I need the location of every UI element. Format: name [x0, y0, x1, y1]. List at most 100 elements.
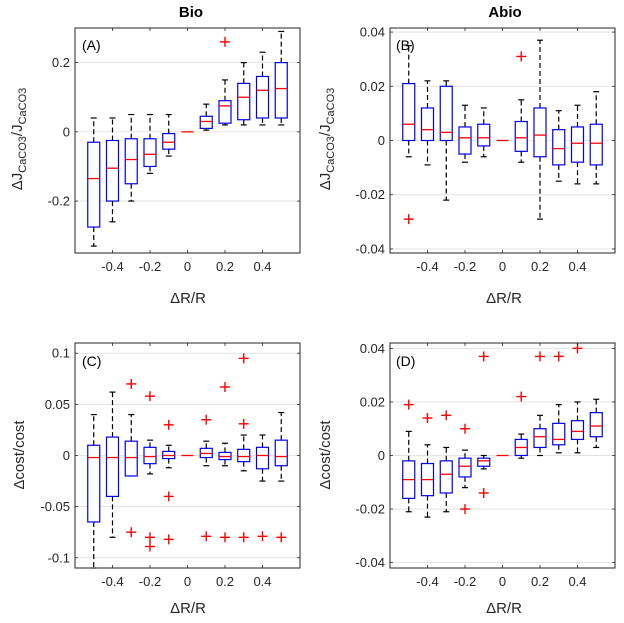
box-c [124, 413, 138, 477]
box-body-d [570, 420, 585, 441]
y-tick-label-b: 0.04 [360, 25, 385, 40]
box-d [589, 398, 603, 449]
x-tick-label-b: 0.4 [568, 259, 586, 274]
x-axis-label-d: ΔR/R [486, 600, 522, 617]
data-marks-a [87, 30, 288, 247]
outlier-c [145, 391, 155, 402]
outlier-d [478, 351, 489, 362]
data-marks-d [402, 343, 603, 518]
box-body-b [439, 85, 453, 142]
outlier-c [220, 381, 230, 392]
panel-label-a: (A) [82, 37, 101, 53]
box-a [105, 117, 120, 223]
box-body-d [533, 428, 547, 449]
y-tick-label-a: 0.2 [52, 55, 70, 70]
outlier-d [441, 410, 452, 421]
x-axis-label-c: ΔR/R [170, 600, 206, 617]
panel-c: (C) ΔR/R Δcost/cost -0.1 -0.05 0 0.05 0.1 -0.… [11, 342, 301, 617]
box-body-d [552, 422, 566, 446]
outlier-c [238, 353, 249, 364]
box-c [237, 434, 251, 472]
outlier-b [516, 51, 527, 62]
y-tick-label-c: 0.05 [45, 397, 70, 412]
box-body-b [533, 107, 547, 158]
outlier-d [403, 399, 414, 410]
y-axis-label-b: ΔJCaCO3/JCaCO3 [317, 88, 337, 191]
outlier-d [516, 391, 527, 402]
data-marks-c [87, 353, 288, 569]
box-body-c [143, 446, 157, 465]
box-body-d [439, 460, 453, 494]
y-tick-label-c: -0.1 [48, 550, 70, 565]
x-tick-label-b: 0 [499, 259, 506, 274]
box-c [143, 439, 157, 475]
box-body-a [255, 75, 270, 119]
box-body-a [87, 141, 101, 228]
outlier-c [163, 419, 174, 430]
box-a [143, 113, 157, 174]
y-tick-label-c: -0.05 [40, 499, 70, 514]
y-tick-label-b: 0.02 [360, 79, 385, 94]
x-tick-label-b: -0.4 [416, 259, 438, 274]
y-axis-label-b-sub2: CaCO3 [325, 88, 337, 125]
column-title-bio: Bio [179, 4, 203, 21]
box-d [402, 430, 416, 513]
outlier-c [257, 531, 268, 542]
box-b [589, 91, 603, 185]
panel-label-d: (D) [396, 353, 415, 369]
x-tick-label-a: 0.4 [253, 259, 271, 274]
box-body-c [105, 436, 120, 498]
y-tick-label-d: 0.02 [360, 394, 385, 409]
panel-a: (A) ΔR/R ΔJCaCO3/JCaCO3 -0.200.2-0.4 -0.2… [9, 27, 301, 307]
column-title-abio: Abio [488, 4, 521, 21]
x-tick-label-b: -0.2 [454, 259, 476, 274]
y-tick-label-a: -0.2 [48, 194, 70, 209]
y-tick-label-b: 0 [378, 133, 385, 148]
x-tick-label-c: 0.4 [253, 574, 271, 589]
y-tick-label-a: 0 [63, 124, 70, 139]
outlier-c [145, 532, 155, 543]
box-body-a [124, 138, 138, 185]
x-tick-label-a: -0.2 [139, 259, 161, 274]
box-d [514, 433, 528, 459]
outlier-c [126, 378, 137, 389]
y-tick-label-d: -0.04 [355, 555, 385, 570]
panel-label-b: (B) [396, 37, 415, 53]
box-body-a [218, 100, 232, 124]
x-tick-label-c: -0.2 [139, 574, 161, 589]
axes-frame-b [389, 27, 616, 254]
box-body-a [143, 138, 157, 168]
y-tick-label-d: 0.04 [360, 341, 385, 356]
outlier-c [238, 532, 249, 543]
box-body-b [570, 126, 585, 163]
box-d [477, 454, 491, 470]
box-body-b [402, 82, 416, 142]
outlier-c [145, 541, 155, 552]
outlier-c [238, 418, 249, 429]
box-b [439, 80, 453, 201]
outlier-b [403, 214, 414, 225]
box-a [218, 79, 232, 126]
outlier-d [422, 413, 433, 423]
y-axis-label-c: Δcost/cost [11, 420, 28, 490]
box-c [274, 411, 288, 482]
y-axis-label-a-sub2: CaCO3 [17, 88, 29, 125]
outlier-c [201, 414, 212, 425]
y-tick-label-d: -0.02 [355, 502, 385, 517]
y-tick-label-b: -0.04 [355, 241, 385, 256]
box-body-b [514, 120, 528, 152]
outlier-d [478, 488, 489, 498]
box-b [533, 39, 547, 220]
box-c [87, 413, 101, 569]
box-body-d [477, 457, 491, 467]
panel-b: (B) ΔR/R ΔJCaCO3/JCaCO3 -0.04-0.0200.020… [317, 25, 616, 307]
outlier-a [220, 36, 230, 47]
box-a [199, 103, 213, 131]
box-body-c [237, 448, 251, 463]
box-body-a [105, 139, 120, 202]
outlier-c [276, 532, 287, 543]
box-b [420, 80, 435, 166]
box-a [237, 62, 251, 126]
axes-frame-a [74, 27, 301, 254]
